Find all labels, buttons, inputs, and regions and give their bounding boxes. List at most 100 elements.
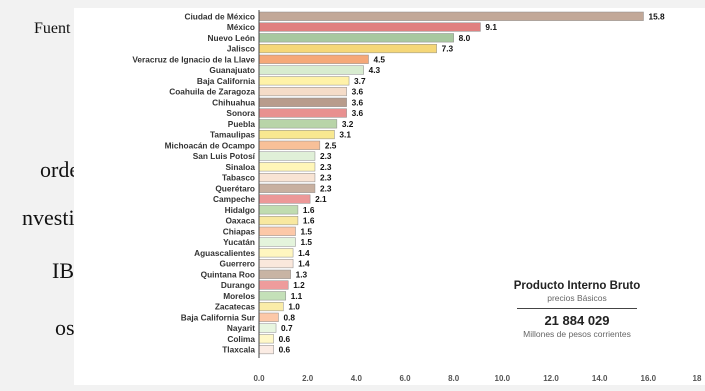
data-label: 1.4 [298,248,310,258]
category-label: Tlaxcala [222,345,255,355]
x-tick-label: 14.0 [592,374,608,383]
data-label: 3.1 [339,130,351,140]
data-label: 2.3 [320,183,332,193]
category-label: Michoacán de Ocampo [165,140,255,150]
info-divider [517,308,637,309]
x-tick-label: 12.0 [543,374,559,383]
bar [258,280,289,290]
category-label: Durango [221,280,255,290]
bar [258,323,277,333]
bar [258,65,364,75]
bar [258,302,284,312]
category-label: Quintana Roo [201,269,255,279]
data-label: 7.3 [442,44,454,54]
category-label: Zacatecas [215,302,256,312]
bar [258,205,299,215]
category-label: Baja California [197,76,255,86]
bar [258,291,287,301]
info-value: 21 884 029 [544,313,610,328]
data-label: 0.7 [281,323,293,333]
bar [258,76,350,86]
category-label: Nuevo León [208,33,255,43]
data-label: 3.7 [354,76,366,86]
x-tick-label: 2.0 [302,374,314,383]
data-label: 2.3 [320,162,332,172]
bar [258,33,454,43]
x-tick-label: 18 [693,374,702,383]
bar [258,11,644,21]
data-label: 3.6 [352,108,364,118]
category-label: Guanajuato [209,65,255,75]
category-label: Yucatán [223,237,255,247]
gdp-info-box: Producto Interno Bruto precios Básicos 2… [482,280,672,339]
bar [258,173,316,183]
data-label: 2.3 [320,173,332,183]
category-label: Jalisco [227,44,255,54]
data-label: 8.0 [459,33,471,43]
bar [258,162,316,172]
data-label: 1.0 [288,302,300,312]
category-label: Chiapas [223,226,256,236]
data-label: 1.1 [291,291,303,301]
category-label: Sinaloa [225,162,255,172]
bar [258,334,274,344]
bar [258,237,296,247]
data-label: 9.1 [485,22,497,32]
category-label: Oaxaca [225,216,255,226]
category-label: Colima [227,334,255,344]
data-label: 2.1 [315,194,327,204]
bar [258,183,316,193]
category-label: Sonora [226,108,255,118]
bar-chart: Ciudad de México 15.8 México 9.1 Nuevo León 8… [132,10,702,383]
category-label: Puebla [228,119,256,129]
chart-panel: Ciudad de México 15.8 México 9.1 Nuevo León 8… [74,8,705,385]
bar [258,216,299,226]
x-tick-label: 6.0 [399,374,411,383]
x-tick-label: 16.0 [641,374,657,383]
data-label: 1.3 [296,269,308,279]
category-label: Querétaro [215,183,255,193]
category-label: Veracruz de Ignacio de la Llave [132,54,255,64]
data-label: 1.5 [301,237,313,247]
bar [258,345,274,355]
data-label: 3.2 [342,119,354,129]
category-label: Ciudad de México [184,11,255,21]
bar [258,312,279,322]
bar [258,130,335,140]
category-label: Chihuahua [212,97,255,107]
data-label: 4.5 [374,54,386,64]
data-label: 1.4 [298,259,310,269]
x-tick-label: 4.0 [351,374,363,383]
bar [258,259,294,269]
bar [258,269,291,279]
x-tick-label: 8.0 [448,374,460,383]
category-label: Baja California Sur [181,312,256,322]
bar [258,194,311,204]
info-subtitle: precios Básicos [547,293,607,303]
data-label: 1.6 [303,205,315,215]
bar [258,140,321,150]
bar [258,151,316,161]
bar [258,97,347,107]
data-label: 2.5 [325,140,337,150]
x-tick-label: 10.0 [495,374,511,383]
category-label: Guerrero [219,259,255,269]
bar [258,226,296,236]
data-label: 3.6 [352,97,364,107]
data-label: 1.5 [301,226,313,236]
data-label: 1.2 [293,280,305,290]
data-label: 2.3 [320,151,332,161]
category-label: Hidalgo [225,205,255,215]
data-label: 1.6 [303,216,315,226]
category-label: México [227,22,255,32]
x-tick-label: 0.0 [253,374,265,383]
data-label: 0.8 [283,312,295,322]
info-title: Producto Interno Bruto [513,280,641,292]
data-label: 3.6 [352,87,364,97]
category-label: San Luis Potosí [193,151,256,161]
bar [258,22,481,32]
info-unit: Millones de pesos corrientes [523,329,631,339]
bar [258,119,338,129]
category-label: Aguascalientes [194,248,255,258]
bar [258,108,347,118]
